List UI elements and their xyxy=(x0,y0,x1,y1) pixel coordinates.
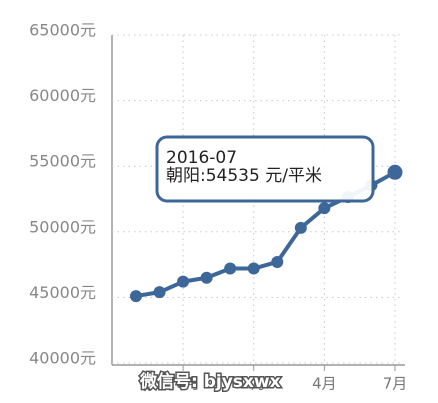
y-tick-label: 55000元 xyxy=(29,152,96,171)
x-tick-label: 10月 xyxy=(166,375,200,393)
tooltip-title: 2016-07 xyxy=(166,148,237,168)
point xyxy=(247,262,260,275)
point xyxy=(153,286,166,299)
point xyxy=(271,255,284,268)
point xyxy=(224,262,237,275)
point xyxy=(177,275,190,288)
point xyxy=(130,290,142,303)
x-tick-label: 4月 xyxy=(312,375,337,393)
tooltip-text: 朝阳:54535 元/平米 xyxy=(166,166,322,186)
y-tick-label: 45000元 xyxy=(29,283,96,302)
x-tick-label: 1月 xyxy=(241,375,266,393)
point xyxy=(318,202,331,215)
point xyxy=(387,164,403,180)
point xyxy=(200,271,213,284)
y-tick-label: 40000元 xyxy=(29,349,96,368)
watermark: 微信号: bjysxwx xyxy=(139,371,281,392)
point xyxy=(294,221,307,234)
y-tick-label: 50000元 xyxy=(29,217,96,236)
y-tick-label: 60000元 xyxy=(29,86,96,105)
y-tick-label: 65000元 xyxy=(29,21,96,40)
tooltip-box xyxy=(155,135,375,203)
x-tick-label: 7月 xyxy=(383,375,408,393)
